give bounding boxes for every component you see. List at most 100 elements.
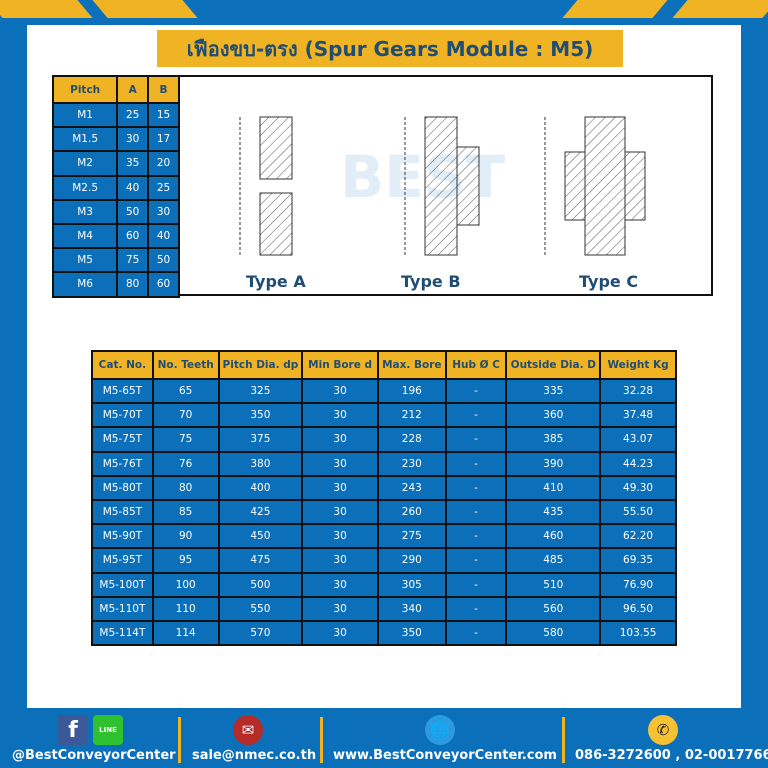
table-row: M4 60 40 bbox=[51, 222, 180, 250]
table-cell: 243 bbox=[376, 474, 447, 501]
table-cell: 30 bbox=[301, 377, 379, 405]
separator bbox=[562, 717, 565, 763]
table-cell: 32.28 bbox=[599, 377, 677, 405]
table-cell: 212 bbox=[376, 402, 447, 429]
table-cell: M2.5 bbox=[51, 174, 119, 201]
table-row: M2.5 40 25 bbox=[51, 174, 180, 201]
table-cell: 50 bbox=[147, 247, 180, 274]
table-cell: 80 bbox=[116, 271, 150, 298]
spec-table: Cat. No. No. Teeth Pitch Dia. dp Min Bore d… bbox=[91, 350, 677, 647]
table-cell: M5-75T bbox=[91, 426, 154, 453]
table-cell: - bbox=[444, 523, 508, 550]
phone-numbers[interactable]: 086-3272600 , 02-0017766 bbox=[575, 748, 768, 763]
table-cell: 25 bbox=[116, 101, 150, 129]
table-cell: 30 bbox=[301, 595, 379, 622]
social-handle[interactable]: @BestConveyorCenter bbox=[12, 748, 176, 763]
table-cell: 385 bbox=[505, 426, 602, 453]
pitch-table: Pitch A B M1 25 15 M1.5 30 17 M2 35 20 M2.5 40 25 M3 50 3… bbox=[51, 75, 180, 298]
column-header: No. Teeth bbox=[151, 350, 220, 380]
table-cell: 196 bbox=[376, 377, 447, 405]
table-cell: 49.30 bbox=[599, 474, 677, 501]
table-cell: 350 bbox=[376, 619, 447, 647]
table-cell: M5-65T bbox=[91, 377, 154, 405]
decor-stripe bbox=[672, 0, 768, 18]
facebook-icon[interactable]: f bbox=[58, 715, 88, 745]
table-cell: 228 bbox=[376, 426, 447, 453]
table-cell: 69.35 bbox=[599, 547, 677, 574]
separator bbox=[178, 717, 181, 763]
table-cell: M5-76T bbox=[91, 450, 154, 477]
table-row: M5-80T 80 400 30 243-410 49.30 bbox=[91, 474, 677, 501]
table-cell: M5-85T bbox=[91, 498, 154, 526]
table-cell: 30 bbox=[301, 450, 379, 477]
table-cell: 570 bbox=[217, 619, 304, 647]
table-cell: 30 bbox=[301, 547, 379, 574]
table-cell: 390 bbox=[505, 450, 602, 477]
globe-icon[interactable]: 🌐 bbox=[425, 715, 455, 745]
gear-type-diagram: BEST Type A Type B Type C bbox=[180, 75, 713, 296]
line-icon[interactable]: LINE bbox=[93, 715, 123, 745]
table-cell: - bbox=[444, 595, 508, 622]
column-header: Pitch bbox=[51, 75, 119, 104]
table-cell: 335 bbox=[505, 377, 602, 405]
table-cell: 103.55 bbox=[599, 619, 677, 647]
table-cell: 325 bbox=[217, 377, 304, 405]
table-cell: M1 bbox=[51, 101, 119, 129]
column-header: Pitch Dia. dp bbox=[217, 350, 304, 380]
table-cell: - bbox=[444, 474, 508, 501]
email-link[interactable]: sale@nmec.co.th bbox=[192, 748, 317, 763]
table-cell: 485 bbox=[505, 547, 602, 574]
table-cell: 25 bbox=[147, 174, 180, 201]
table-cell: M5-110T bbox=[91, 595, 154, 622]
table-cell: 60 bbox=[147, 271, 180, 298]
table-cell: 30 bbox=[301, 426, 379, 453]
table-cell: 360 bbox=[505, 402, 602, 429]
table-cell: 100 bbox=[151, 571, 220, 598]
column-header: A bbox=[116, 75, 150, 104]
table-cell: M5-114T bbox=[91, 619, 154, 647]
table-row: M1.5 30 17 bbox=[51, 126, 180, 153]
table-cell: 560 bbox=[505, 595, 602, 622]
table-row: M5-110T 110 550 30 340-560 96.50 bbox=[91, 595, 677, 622]
table-cell: 380 bbox=[217, 450, 304, 477]
table-cell: 37.48 bbox=[599, 402, 677, 429]
email-icon[interactable]: ✉ bbox=[233, 715, 263, 745]
table-cell: M4 bbox=[51, 222, 119, 250]
table-cell: 400 bbox=[217, 474, 304, 501]
separator bbox=[320, 717, 323, 763]
table-cell: 375 bbox=[217, 426, 304, 453]
column-header: Min Bore d bbox=[301, 350, 379, 380]
table-cell: 44.23 bbox=[599, 450, 677, 477]
table-cell: M2 bbox=[51, 150, 119, 177]
type-c-label: Type C bbox=[579, 272, 638, 291]
phone-icon[interactable]: ✆ bbox=[648, 715, 678, 745]
table-row: M5-90T 90 450 30 275-460 62.20 bbox=[91, 523, 677, 550]
table-cell: 475 bbox=[217, 547, 304, 574]
table-cell: 350 bbox=[217, 402, 304, 429]
table-cell: 20 bbox=[147, 150, 180, 177]
table-cell: 17 bbox=[147, 126, 180, 153]
table-cell: 60 bbox=[116, 222, 150, 250]
table-cell: M1.5 bbox=[51, 126, 119, 153]
table-cell: 450 bbox=[217, 523, 304, 550]
column-header: B bbox=[147, 75, 180, 104]
column-header: Weight Kg bbox=[599, 350, 677, 380]
website-link[interactable]: www.BestConveyorCenter.com bbox=[333, 748, 557, 763]
table-cell: M5-90T bbox=[91, 523, 154, 550]
table-cell: 75 bbox=[116, 247, 150, 274]
table-row: M5-75T 75 375 30 228-385 43.07 bbox=[91, 426, 677, 453]
type-b-label: Type B bbox=[401, 272, 461, 291]
table-cell: 43.07 bbox=[599, 426, 677, 453]
decor-stripe bbox=[0, 0, 93, 18]
table-cell: 30 bbox=[301, 571, 379, 598]
table-cell: 85 bbox=[151, 498, 220, 526]
table-row: M5 75 50 bbox=[51, 247, 180, 274]
table-cell: 90 bbox=[151, 523, 220, 550]
table-row: M2 35 20 bbox=[51, 150, 180, 177]
table-cell: 290 bbox=[376, 547, 447, 574]
table-cell: - bbox=[444, 619, 508, 647]
type-b-drawing bbox=[404, 116, 480, 256]
table-cell: 30 bbox=[116, 126, 150, 153]
table-cell: 435 bbox=[505, 498, 602, 526]
type-c-drawing bbox=[544, 116, 646, 256]
